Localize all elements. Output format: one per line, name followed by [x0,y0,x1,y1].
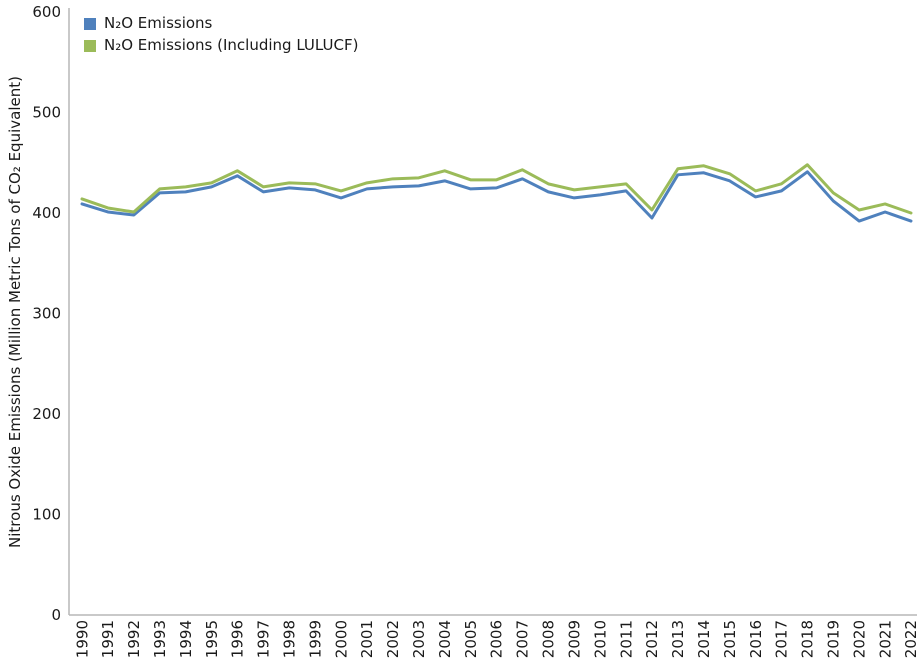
axes-layer: 0 100 200 300 400 500 600 1990 1991 1992 1993 1994 1… [32,3,918,658]
series-layer [80,163,913,223]
x-tick-label: 2000 [332,620,350,658]
x-tick-label: 1991 [99,620,117,658]
y-tick-label: 400 [32,204,61,222]
x-tick-label: 2005 [462,620,480,658]
x-tick-label: 2007 [514,620,532,658]
x-tick-label: 1993 [151,620,169,658]
x-tick-label: 1994 [177,620,195,658]
legend-swatch-blue [84,17,96,30]
line-series-1 [80,163,913,215]
y-tick-label: 0 [51,606,61,624]
x-tick-label: 2014 [695,620,713,658]
x-tick-label: 2012 [643,620,661,658]
legend-item-n2o-emissions-lulucf[interactable]: N₂O Emissions (Including LULUCF) [84,36,358,55]
x-tick-label: 2009 [565,620,583,658]
y-axis-title: Nitrous Oxide Emissions (Million Metric … [6,76,24,548]
x-tick-label: 1996 [229,620,247,658]
x-tick-label: 1992 [125,620,143,658]
x-tick-label: 2004 [436,620,454,658]
x-tick-label: 2019 [825,620,843,658]
x-tick-label: 2022 [902,620,918,658]
x-tick-label: 1990 [73,620,91,658]
line-series-0 [80,170,913,223]
x-tick-label: 2002 [384,620,402,658]
x-tick-label: 2011 [617,620,635,658]
x-tick-label: 1998 [280,620,298,658]
legend-label: N₂O Emissions [104,14,213,32]
x-tick-label: 1997 [255,620,273,658]
legend-label: N₂O Emissions (Including LULUCF) [104,36,359,54]
x-tick-label: 2015 [721,620,739,658]
chart-legend: N₂O Emissions N₂O Emissions (Including L… [84,14,358,55]
x-tick-label: 2006 [488,620,506,658]
x-tick-label: 2003 [410,620,428,658]
x-tick-label: 2018 [799,620,817,658]
legend-item-n2o-emissions[interactable]: N₂O Emissions [84,14,358,33]
y-tick-label: 300 [32,305,61,323]
legend-swatch-green [84,39,96,52]
x-tick-label: 2017 [773,620,791,658]
x-tick-label: 2008 [540,620,558,658]
y-tick-label: 600 [32,3,61,21]
x-tick-label: 2016 [747,620,765,658]
x-tick-label: 2010 [591,620,609,658]
y-tick-label: 500 [32,104,61,122]
y-tick-label: 200 [32,405,61,423]
x-tick-label: 1999 [306,620,324,658]
x-tick-label: 2001 [358,620,376,658]
y-tick-label: 100 [32,506,61,524]
x-tick-label: 1995 [203,620,221,658]
x-tick-label: 2020 [850,620,868,658]
x-tick-label: 2021 [876,620,894,658]
x-tick-label: 2013 [669,620,687,658]
